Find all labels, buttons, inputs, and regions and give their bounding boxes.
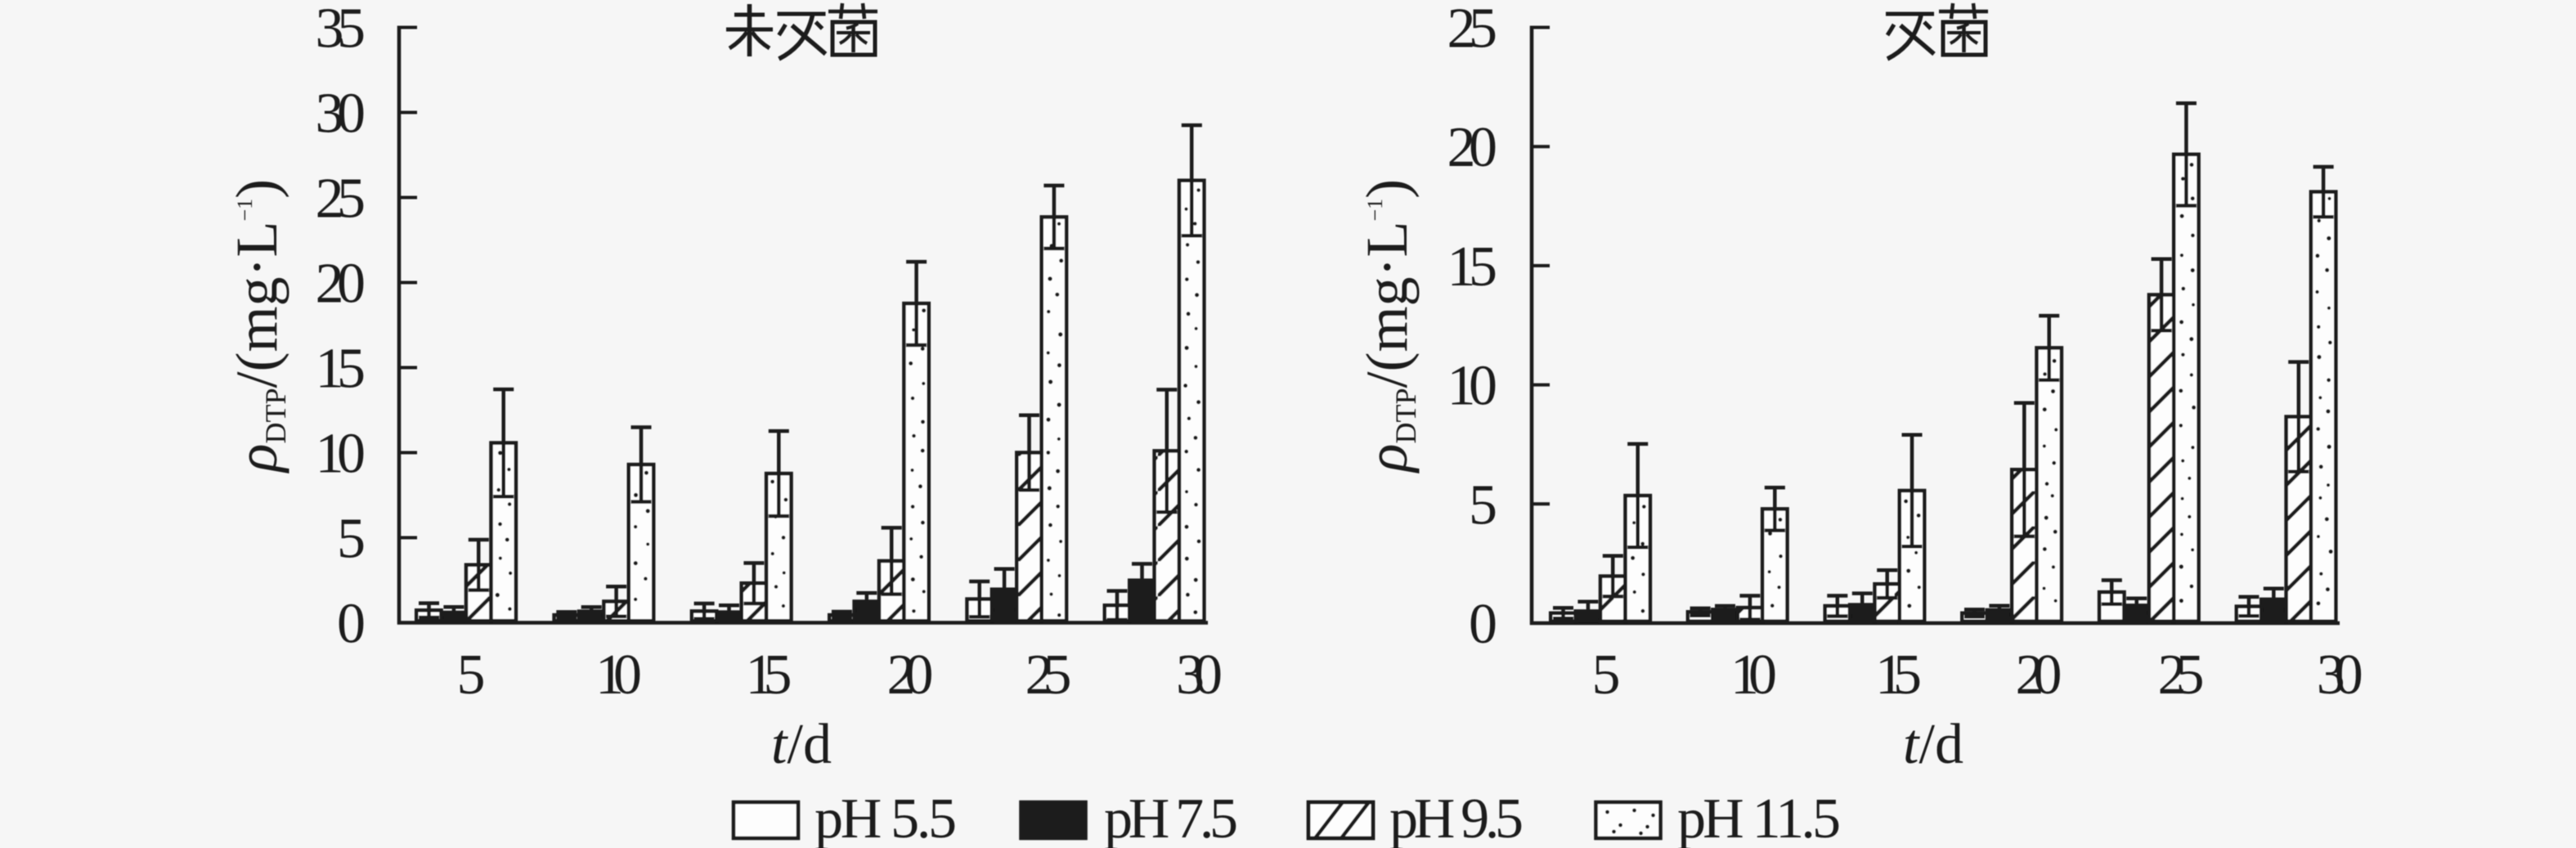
svg-text:30: 30: [2317, 644, 2363, 707]
svg-text:10: 10: [595, 644, 642, 707]
svg-text:25: 25: [1447, 0, 1498, 61]
svg-text:25: 25: [316, 168, 366, 231]
svg-text:pH 5.5: pH 5.5: [815, 787, 957, 848]
svg-text:5: 5: [337, 508, 366, 571]
svg-text:0: 0: [1469, 593, 1497, 656]
svg-text:20: 20: [316, 253, 366, 316]
svg-text:15: 15: [1875, 644, 1922, 707]
svg-text:15: 15: [746, 644, 792, 707]
svg-text:t/d: t/d: [1903, 713, 1963, 776]
svg-text:15: 15: [316, 338, 366, 401]
svg-text:20: 20: [1447, 116, 1498, 179]
svg-text:30: 30: [316, 83, 366, 146]
svg-text:15: 15: [1447, 236, 1498, 298]
svg-text:20: 20: [887, 644, 934, 707]
svg-text:25: 25: [2158, 644, 2205, 707]
svg-text:5: 5: [1469, 473, 1497, 536]
svg-text:0: 0: [337, 593, 366, 656]
svg-text:ρDTP/(mg·L−1): ρDTP/(mg·L−1): [1354, 179, 1422, 473]
svg-text:10: 10: [316, 423, 366, 486]
svg-text:pH 11.5: pH 11.5: [1677, 787, 1841, 848]
svg-text:35: 35: [316, 0, 366, 61]
svg-text:30: 30: [1176, 644, 1223, 707]
svg-text:10: 10: [1447, 355, 1498, 418]
svg-text:25: 25: [1025, 644, 1072, 707]
svg-text:20: 20: [2016, 644, 2062, 707]
svg-text:pH 7.5: pH 7.5: [1104, 787, 1238, 848]
svg-text:5: 5: [457, 644, 486, 707]
svg-text:t/d: t/d: [771, 713, 832, 776]
svg-text:5: 5: [1592, 644, 1621, 707]
svg-text:10: 10: [1730, 644, 1777, 707]
svg-text:ρDTP/(mg·L−1): ρDTP/(mg·L−1): [224, 179, 292, 473]
svg-text:pH 9.5: pH 9.5: [1389, 787, 1524, 848]
